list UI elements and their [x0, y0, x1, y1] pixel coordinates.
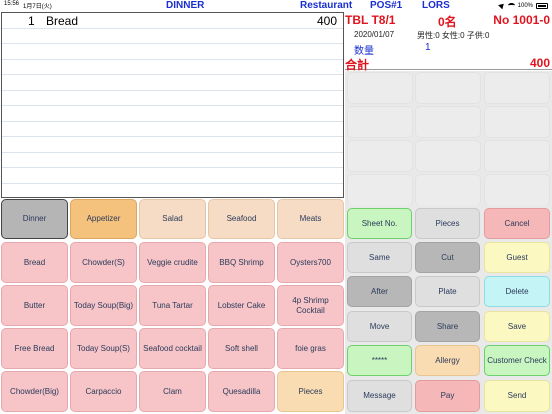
menu-item-tuna-tartar[interactable]: Tuna Tartar [139, 285, 206, 326]
order-line-empty [2, 60, 343, 75]
menu-item-chowder-big[interactable]: Chowder(Big) [1, 371, 68, 412]
order-item-name: Bread [46, 14, 79, 28]
empty-slot [347, 174, 413, 206]
masked-button[interactable]: ***** [347, 345, 412, 376]
order-line-empty [2, 106, 343, 122]
menu-area: Dinner Appetizer Salad Seafood Meats Bre… [0, 198, 345, 414]
status-time: 15:56 [4, 1, 20, 7]
menu-item-soft-shell[interactable]: Soft shell [208, 328, 275, 369]
guest-count: 0名 [438, 15, 457, 29]
order-list[interactable]: 1 Bread 400 [1, 12, 344, 198]
empty-slot [415, 72, 481, 104]
quantity-label: 数量 [354, 46, 374, 57]
empty-slot [347, 72, 413, 104]
order-qty: 1 [28, 14, 35, 28]
after-button[interactable]: After [347, 276, 412, 307]
plate-button[interactable]: Plate [415, 276, 480, 307]
category-seafood[interactable]: Seafood [208, 199, 275, 239]
empty-slot [484, 174, 550, 206]
total-label: 合計 [345, 58, 370, 72]
order-line-empty [2, 44, 343, 60]
sheet-no-button[interactable]: Sheet No. [347, 208, 412, 239]
menu-item-seafood-cocktail[interactable]: Seafood cocktail [139, 328, 206, 369]
order-info-panel: TBL T8/1 0名 No 1001-0 2020/01/07 男性:0 女性… [345, 12, 552, 72]
status-bar: 15:56 1月7日(火) 100% [0, 0, 552, 11]
wifi-icon [507, 3, 515, 8]
category-appetizer[interactable]: Appetizer [70, 199, 137, 239]
category-dinner[interactable]: Dinner [1, 199, 68, 239]
user-name: LORS [422, 0, 450, 11]
order-item-price: 400 [316, 14, 337, 28]
order-line-empty [2, 137, 343, 153]
pos-header: DINNER Restaurant POS#1 LORS [0, 0, 552, 12]
shop-name: Restaurant [300, 0, 353, 11]
guest-button[interactable]: Guest [484, 242, 550, 273]
status-date: 1月7日(火) [23, 4, 52, 10]
order-line-empty [2, 29, 343, 44]
menu-item-today-soup-big[interactable]: Today Soup(Big) [70, 285, 137, 326]
menu-item-lobster-cake[interactable]: Lobster Cake [208, 285, 275, 326]
send-button[interactable]: Send [484, 380, 550, 412]
function-panel: Sheet No. Pieces Cancel Same Cut Guest A… [345, 205, 552, 414]
empty-slot [415, 140, 481, 172]
order-line-empty [2, 122, 343, 137]
empty-slot [484, 140, 550, 172]
empty-slot [484, 106, 550, 138]
pos-number: POS#1 [370, 0, 403, 11]
total-value: 400 [529, 56, 550, 70]
menu-item-bread[interactable]: Bread [1, 242, 68, 283]
order-line-empty [2, 75, 343, 91]
order-line-empty [2, 168, 343, 184]
empty-slot [415, 174, 481, 206]
menu-item-veggie-crudite[interactable]: Veggie crudite [139, 242, 206, 283]
menu-item-bbq-shrimp[interactable]: BBQ Shrimp [208, 242, 275, 283]
battery-percent: 100% [517, 2, 533, 9]
menu-item-today-soup-s[interactable]: Today Soup(S) [70, 328, 137, 369]
cancel-button[interactable]: Cancel [484, 208, 550, 239]
order-line-empty [2, 153, 343, 168]
menu-item-quesadilla[interactable]: Quesadilla [208, 371, 275, 412]
menu-item-shrimp-cocktail[interactable]: 4p Shrimp Cocktail [277, 285, 344, 326]
empty-button-grid [345, 71, 552, 206]
meal-period: DINNER [166, 0, 205, 11]
category-meats[interactable]: Meats [277, 199, 344, 239]
empty-slot [484, 72, 550, 104]
menu-item-clam[interactable]: Clam [139, 371, 206, 412]
guest-breakdown: 男性:0 女性:0 子供:0 [417, 31, 490, 40]
menu-item-chowder-s[interactable]: Chowder(S) [70, 242, 137, 283]
empty-slot [347, 106, 413, 138]
share-button[interactable]: Share [415, 311, 480, 342]
delete-button[interactable]: Delete [484, 276, 550, 307]
message-button[interactable]: Message [347, 380, 412, 412]
menu-item-carpaccio[interactable]: Carpaccio [70, 371, 137, 412]
quantity-value: 1 [425, 42, 431, 53]
empty-slot [347, 140, 413, 172]
battery-icon [536, 2, 548, 9]
table-number: TBL T8/1 [345, 13, 396, 27]
category-salad[interactable]: Salad [139, 199, 206, 239]
order-date: 2020/01/07 [354, 30, 395, 39]
same-button[interactable]: Same [347, 242, 412, 273]
menu-item-butter[interactable]: Butter [1, 285, 68, 326]
pieces-button[interactable]: Pieces [415, 208, 480, 239]
move-button[interactable]: Move [347, 311, 412, 342]
save-button[interactable]: Save [484, 311, 550, 342]
cut-button[interactable]: Cut [415, 242, 480, 273]
order-line[interactable]: 1 Bread 400 [2, 13, 343, 29]
menu-item-pieces[interactable]: Pieces [277, 371, 344, 412]
order-line-empty [2, 91, 343, 106]
menu-item-oysters[interactable]: Oysters700 [277, 242, 344, 283]
customer-check-button[interactable]: Customer Check [484, 345, 550, 376]
pay-button[interactable]: Pay [415, 380, 480, 412]
order-number: No 1001-0 [493, 13, 550, 27]
allergy-button[interactable]: Allergy [415, 345, 480, 376]
menu-item-foie-gras[interactable]: foie gras [277, 328, 344, 369]
empty-slot [415, 106, 481, 138]
menu-item-free-bread[interactable]: Free Bread [1, 328, 68, 369]
